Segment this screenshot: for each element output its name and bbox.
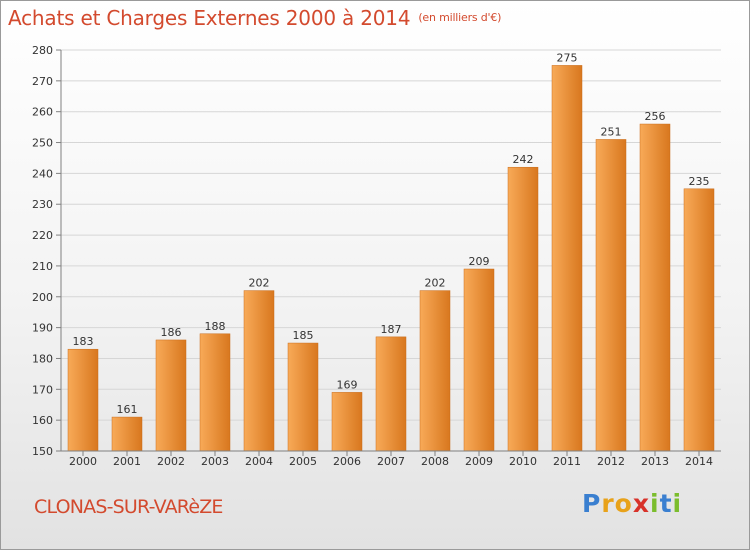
data-label-2007: 187 [381,323,402,336]
data-label-2002: 186 [161,326,182,339]
x-tick-label-2011: 2011 [553,455,581,468]
data-label-2001: 161 [117,403,138,416]
bar-2005 [287,342,319,452]
y-tick-label: 270 [32,75,53,88]
logo-letter: t [659,489,673,518]
x-tick-label-2006: 2006 [333,455,361,468]
data-label-2010: 242 [513,153,534,166]
y-tick-label: 260 [32,106,53,119]
y-tick-label: 150 [32,445,53,458]
x-tick-label-2009: 2009 [465,455,493,468]
x-tick-label-2005: 2005 [289,455,317,468]
data-label-2000: 183 [73,335,94,348]
data-label-2012: 251 [601,125,622,138]
x-tick-label-2004: 2004 [245,455,273,468]
logo-letter: i [650,489,660,518]
y-tick-label: 220 [32,229,53,242]
town-name: CLONAS-SUR-VARèZE [34,496,223,518]
chart-title-text: Achats et Charges Externes 2000 à 2014 [8,6,411,30]
bar-2003 [199,333,231,452]
y-tick-label: 170 [32,383,53,396]
chart-subtitle: (en milliers d'€) [418,11,502,24]
x-tick-label-2000: 2000 [69,455,97,468]
bar-2009 [463,268,495,452]
x-tick-label-2001: 2001 [113,455,141,468]
x-tick-label-2003: 2003 [201,455,229,468]
x-tick-label-2014: 2014 [685,455,713,468]
logo-letter: r [601,489,615,518]
x-tick-label-2007: 2007 [377,455,405,468]
bar-2012 [595,139,627,452]
x-tick-label-2008: 2008 [421,455,449,468]
logo-letter: P [582,489,602,518]
y-tick-label: 240 [32,167,53,180]
bar-2008 [419,290,451,452]
y-tick-label: 210 [32,260,53,273]
bar-2007 [375,336,407,452]
data-label-2006: 169 [337,378,358,391]
data-label-2005: 185 [293,329,314,342]
chart-title: Achats et Charges Externes 2000 à 2014 (e… [8,6,501,30]
axes: 150 160 170 180 190 200 210 220 230 240 250 260 270 2… [32,44,721,468]
bar-2002 [155,339,187,452]
proxiti-logo: Proxiti [582,489,682,518]
data-labels: 183 161 186 188 202 185 169 187 202 209 242 275 251 2… [73,51,710,416]
x-tick-label-2012: 2012 [597,455,625,468]
bar-2000 [67,348,99,452]
bar-2001 [111,416,143,452]
y-tick-label: 180 [32,352,53,365]
data-label-2004: 202 [249,277,270,290]
x-tick-label-2013: 2013 [641,455,669,468]
y-tick-label: 280 [32,44,53,57]
bars [67,65,715,452]
data-label-2009: 209 [469,255,490,268]
y-tick-label: 200 [32,291,53,304]
bar-2013 [639,123,671,452]
data-label-2003: 188 [205,320,226,333]
logo-letter: i [672,489,683,518]
data-label-2008: 202 [425,277,446,290]
bar-2011 [551,65,583,452]
logo-letter: x [632,489,650,518]
data-label-2011: 275 [557,51,578,64]
y-tick-label: 190 [32,322,53,335]
y-tick-label: 250 [32,137,53,150]
bar-2014 [683,188,715,452]
bar-2010 [507,166,539,452]
logo-letter: o [614,489,633,518]
data-label-2014: 235 [689,175,710,188]
x-tick-label-2010: 2010 [509,455,537,468]
x-tick-label-2002: 2002 [157,455,185,468]
y-tick-label: 230 [32,198,53,211]
bar-2006 [331,392,363,452]
bar-2004 [243,290,275,452]
y-tick-label: 160 [32,414,53,427]
data-label-2013: 256 [645,110,666,123]
